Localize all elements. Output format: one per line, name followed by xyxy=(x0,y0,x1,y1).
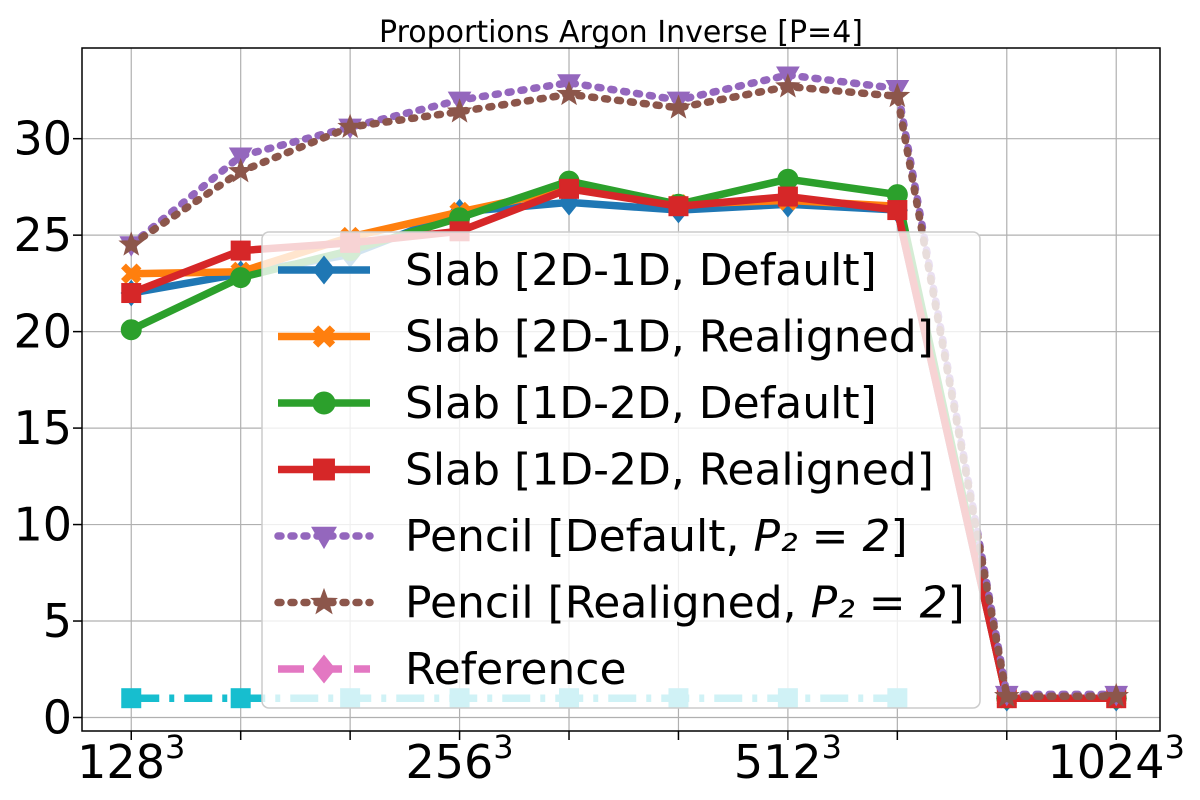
x-axis-ticks: 1283 2563 5123 10243 xyxy=(77,728,1185,789)
legend-label: Slab [2D-1D, Default] xyxy=(405,245,877,296)
legend: Slab [2D-1D, Default] Slab [2D-1D, Realig… xyxy=(261,231,981,709)
data-point xyxy=(994,682,1020,708)
data-point xyxy=(228,147,253,169)
legend-entry: Slab [2D-1D, Default] xyxy=(278,245,877,296)
x-tick-label: 1283 xyxy=(77,728,185,789)
chart-title: Proportions Argon Inverse [P=4] xyxy=(379,15,863,50)
legend-label: Pencil [Default, P₂ = 2] xyxy=(405,511,908,562)
data-point xyxy=(777,186,798,207)
y-axis-ticks: 0 5 10 15 20 25 30 xyxy=(13,112,82,744)
y-tick-label: 0 xyxy=(43,690,72,744)
legend-entry: Reference xyxy=(278,644,627,695)
legend-box xyxy=(261,231,981,709)
data-point xyxy=(665,94,692,119)
data-point xyxy=(121,688,142,709)
y-tick-label: 5 xyxy=(43,594,72,648)
data-point xyxy=(887,200,908,221)
data-point xyxy=(337,113,363,138)
data-point xyxy=(884,82,911,108)
legend-marker xyxy=(310,587,338,615)
legend-entry: Pencil [Realigned, P₂ = 2] xyxy=(274,578,965,629)
legend-label: Pencil [Realigned, P₂ = 2] xyxy=(405,578,965,629)
data-point xyxy=(120,319,142,341)
data-point xyxy=(1103,682,1129,708)
x-tick-label: 5123 xyxy=(734,728,842,789)
legend-entry: Slab [1D-2D, Default] xyxy=(278,378,877,429)
plot-frame xyxy=(81,47,1161,732)
legend-marker xyxy=(312,255,336,285)
legend-entry: Slab [2D-1D, Realigned] xyxy=(278,312,934,363)
data-point xyxy=(446,98,473,123)
y-tick-label: 20 xyxy=(13,305,72,359)
data-point xyxy=(559,178,580,199)
legend-marker xyxy=(311,526,337,550)
data-point xyxy=(230,688,251,709)
y-tick-label: 30 xyxy=(13,112,72,166)
data-point xyxy=(668,196,689,217)
data-point xyxy=(118,231,145,256)
x-tick-label: 10243 xyxy=(1048,728,1185,789)
data-point xyxy=(556,80,582,106)
legend-marker xyxy=(312,325,336,348)
data-point xyxy=(777,168,799,190)
legend-marker xyxy=(312,391,336,415)
legend-marker xyxy=(312,654,336,684)
y-tick-label: 10 xyxy=(13,498,72,552)
legend-label: Reference xyxy=(405,644,627,695)
x-tick-label: 2563 xyxy=(405,728,513,789)
legend-label: Slab [1D-2D, Realigned] xyxy=(405,445,934,496)
legend-label: Slab [1D-2D, Default] xyxy=(405,378,877,429)
legend-entry: Slab [1D-2D, Realigned] xyxy=(278,445,934,496)
legend-entry: Pencil [Default, P₂ = 2] xyxy=(274,511,908,562)
data-point xyxy=(227,158,254,183)
y-tick-label: 15 xyxy=(13,401,72,455)
data-point xyxy=(230,240,251,261)
data-point xyxy=(230,267,252,289)
y-tick-label: 25 xyxy=(13,208,72,262)
legend-label: Slab [2D-1D, Realigned] xyxy=(405,312,934,363)
data-point xyxy=(775,73,801,98)
legend-marker xyxy=(313,458,335,481)
data-point xyxy=(121,283,142,304)
